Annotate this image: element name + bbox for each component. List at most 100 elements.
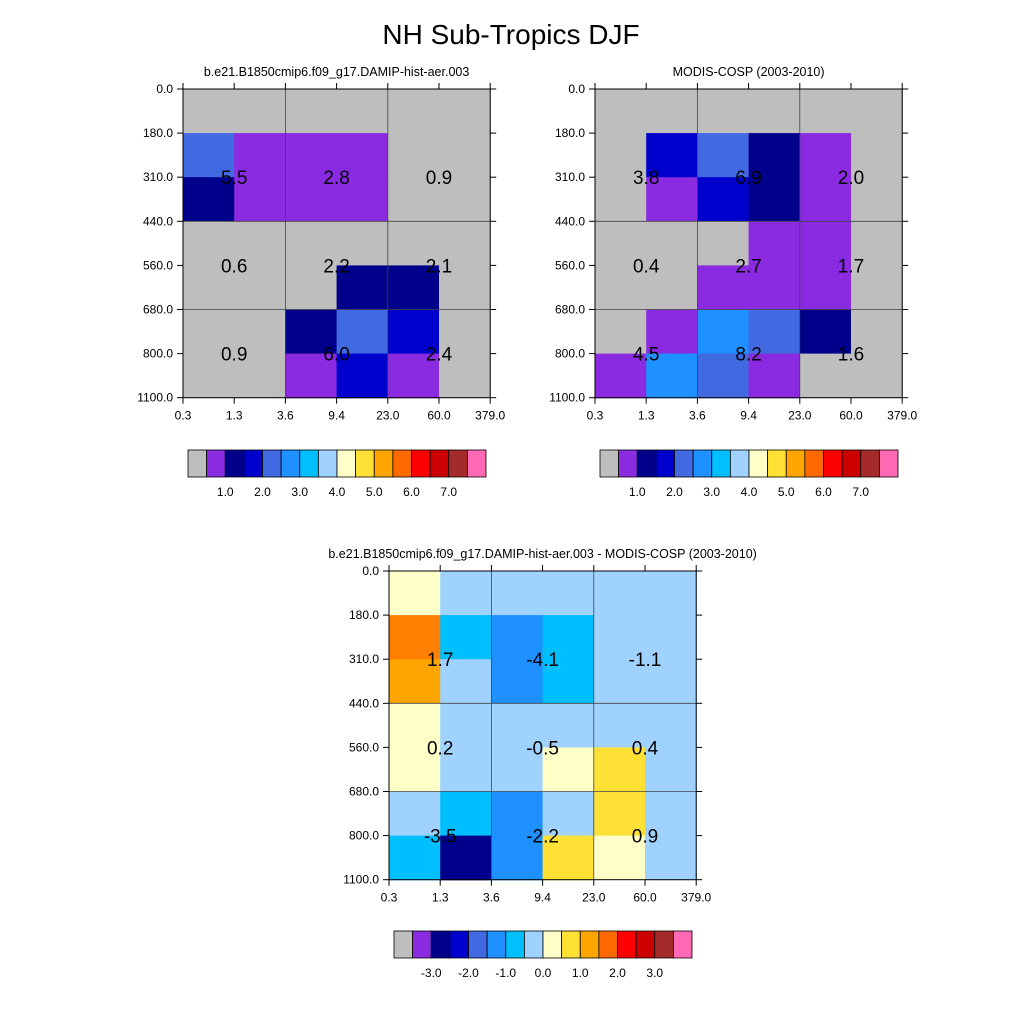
x-tick-label: 1.3 — [432, 891, 449, 905]
colorbar: -3.0 -2.0 -1.0 0.0 1.0 2.0 3.0 — [393, 930, 693, 980]
panel-difference: b.e21.B1850cmip6.f09_g17.DAMIP-hist-aer.… — [328, 547, 756, 980]
heatmap-cell — [389, 659, 441, 704]
colorbar-swatch — [429, 449, 450, 478]
colorbar-swatch — [841, 449, 862, 478]
block-value-label: 0.9 — [632, 827, 658, 848]
heatmap-cell — [183, 265, 235, 311]
heatmap-cell — [389, 747, 441, 793]
x-tick-label: 0.3 — [175, 409, 192, 423]
x-tick-label: 9.4 — [534, 891, 551, 905]
heatmap-cell — [748, 265, 801, 311]
heatmap-cell — [234, 177, 286, 222]
heatmap-cell — [595, 353, 647, 399]
heatmap-cell — [748, 89, 801, 134]
block-value-label: 5.5 — [221, 168, 247, 189]
block-value-label: 2.1 — [426, 256, 452, 277]
colorbar-label: 5.0 — [778, 485, 795, 499]
y-tick-label: 0.0 — [568, 82, 585, 96]
heatmap-cell — [439, 221, 491, 266]
colorbar-swatch — [523, 930, 544, 959]
heatmap-cell — [542, 791, 595, 837]
y-tick-label: 310.0 — [143, 170, 173, 184]
colorbar-label: 1.0 — [629, 485, 646, 499]
heatmap-cell — [234, 133, 286, 178]
colorbar-swatch — [243, 449, 263, 478]
heatmap-cell — [440, 571, 492, 616]
y-tick-label: 1100.0 — [343, 873, 379, 887]
y-tick-label: 0.0 — [156, 82, 173, 96]
heatmap-cell — [387, 353, 440, 399]
heatmap-cell — [440, 659, 492, 704]
block-value-label: -1.1 — [629, 650, 662, 671]
y-tick-label: 310.0 — [555, 170, 585, 184]
heatmap-cell — [593, 703, 646, 748]
y-tick-label: 180.0 — [349, 608, 379, 622]
heatmap-cell — [542, 747, 595, 793]
heatmap-cell — [234, 265, 286, 311]
colorbar-label: 7.0 — [852, 485, 869, 499]
heatmap-cell — [646, 89, 698, 134]
block-value-label: 1.6 — [838, 345, 864, 366]
x-tick-label: 9.4 — [740, 409, 757, 423]
heatmap-cell — [851, 353, 903, 399]
colorbar-swatch — [692, 449, 713, 478]
colorbar-swatch — [654, 930, 674, 959]
heatmap-cell — [389, 835, 441, 881]
heatmap-cell — [645, 703, 697, 748]
heatmap-cell — [183, 177, 235, 222]
block-value-label: 1.7 — [838, 256, 864, 277]
figure-title: NH Sub-Tropics DJF — [382, 19, 639, 50]
heatmap-cell — [542, 615, 595, 660]
colorbar-swatch — [206, 449, 226, 478]
block-value-label: -4.1 — [526, 650, 559, 671]
panel-title: b.e21.B1850cmip6.f09_g17.DAMIP-hist-aer.… — [204, 65, 469, 79]
heatmap-cell — [748, 133, 801, 178]
heatmap-cell — [697, 221, 750, 266]
heatmap-cell — [285, 177, 338, 222]
colorbar-swatch — [579, 930, 600, 959]
heatmap-cell — [183, 221, 235, 266]
heatmap-cell — [851, 221, 903, 266]
block-value-label: 2.0 — [838, 168, 864, 189]
heatmap-cell — [336, 265, 389, 311]
heatmap-cell — [799, 133, 852, 178]
heatmap-cell — [645, 615, 697, 660]
colorbar-swatch — [411, 449, 431, 478]
heatmap-cell — [799, 89, 852, 134]
heatmap-cell — [646, 309, 698, 355]
colorbar-swatch — [674, 449, 694, 478]
heatmap-cell — [542, 571, 595, 616]
x-tick-label: 60.0 — [633, 891, 657, 905]
x-tick-label: 3.6 — [689, 409, 706, 423]
heatmap-cell — [285, 353, 338, 399]
heatmap-cell — [387, 265, 440, 311]
block-value-label: 2.7 — [735, 256, 761, 277]
panel-title: MODIS-COSP (2003-2010) — [673, 65, 825, 79]
heatmap-cell — [799, 221, 852, 266]
heatmap-cell — [595, 89, 647, 134]
heatmap-cell — [697, 89, 750, 134]
colorbar-label: 4.0 — [741, 485, 758, 499]
block-value-label: 0.9 — [426, 168, 452, 189]
heatmap-cell — [387, 133, 440, 178]
colorbar-swatch — [393, 930, 414, 959]
colorbar-swatch — [355, 449, 375, 478]
colorbar-label: 5.0 — [366, 485, 383, 499]
heatmap-cell — [645, 659, 697, 704]
colorbar-swatch — [262, 449, 282, 478]
colorbar-swatch — [617, 930, 637, 959]
y-tick-label: 440.0 — [143, 214, 173, 228]
block-value-label: 3.8 — [633, 168, 659, 189]
heatmap-cell — [851, 133, 903, 178]
heatmap-cell — [285, 133, 338, 178]
block-value-label: 1.7 — [427, 650, 453, 671]
heatmap-cell — [285, 309, 338, 355]
x-tick-label: 379.0 — [475, 409, 505, 423]
heatmap-cell — [748, 309, 801, 355]
y-tick-label: 1100.0 — [549, 391, 585, 405]
y-tick-label: 0.0 — [362, 564, 379, 578]
heatmap-cell — [645, 835, 697, 881]
colorbar-swatch — [767, 449, 787, 478]
colorbar-label: 4.0 — [329, 485, 346, 499]
